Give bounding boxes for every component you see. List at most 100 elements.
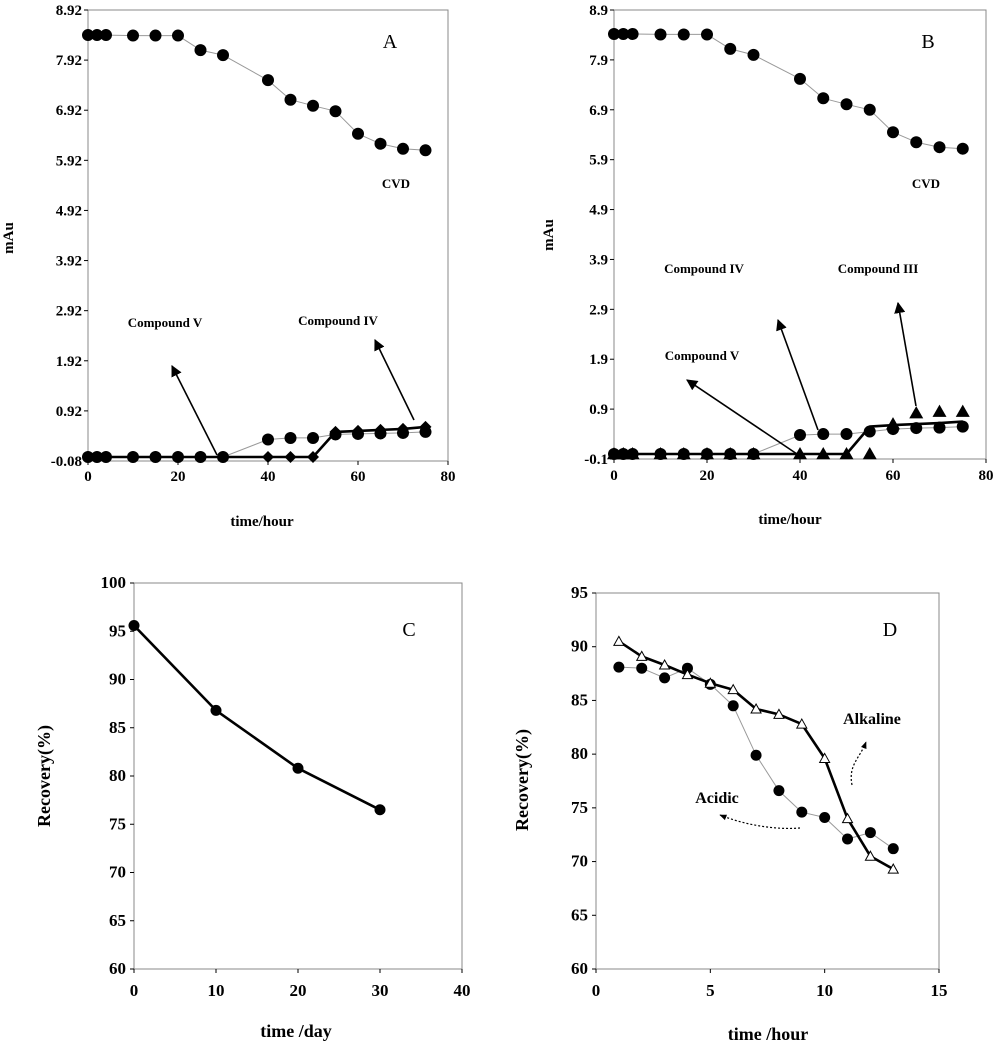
panel-a-point-cvd	[172, 29, 184, 42]
panel-b-line-cvd	[614, 33, 963, 150]
panel-a-label: A	[383, 31, 398, 53]
panel-d-point-alkaline	[704, 677, 717, 688]
panel-b-point-compound-iii	[816, 447, 831, 460]
panel-c-y-tick-label: 70	[109, 863, 126, 882]
panel-b-annotation-compound-iii: Compound III	[838, 261, 919, 276]
panel-d-x-axis: 0 5 10 15	[592, 969, 948, 1000]
panel-d-y-tick-label: 85	[571, 690, 588, 709]
panel-a-x-tick-label: 20	[171, 469, 186, 485]
panel-c-point-series	[210, 704, 222, 716]
panel-a-point-compound-v	[149, 450, 162, 463]
panel-a-point-compound-v	[100, 450, 112, 463]
panel-d-point-acidic	[659, 672, 671, 684]
panel-b-point-cvd	[910, 136, 923, 149]
panel-b-y-tick-label: 1.9	[589, 352, 608, 368]
panel-d-series	[613, 635, 900, 874]
panel-d-annotation-acidic: Acidic	[695, 790, 739, 807]
panel-a-point-cvd	[194, 44, 207, 57]
panel-a-line-cvd	[88, 34, 426, 151]
panel-a-point-cvd	[329, 105, 342, 118]
panel-d-arrow-alkaline	[850, 741, 867, 786]
panel-b-point-cvd	[933, 141, 946, 154]
panel-b-point-compound-iii	[932, 404, 947, 417]
panel-a-line-compound-v	[88, 425, 426, 459]
panel-c-label: C	[402, 619, 415, 641]
panel-b-point-cvd	[840, 98, 853, 111]
panel-d-y-tick-label: 95	[571, 583, 588, 602]
panel-b-y-tick-label: 7.9	[589, 53, 608, 69]
panel-a-y-tick-label: 4.92	[56, 203, 82, 219]
panel-d-label: D	[883, 619, 897, 641]
panel-c-y-axis-label: Recovery(%)	[34, 725, 55, 827]
panel-d-y-tick-label: 70	[571, 852, 588, 871]
panel-a-point-compound-v	[127, 450, 139, 463]
panel-b-point-compound-iii	[862, 447, 877, 460]
panel-d-y-tick-label: 60	[571, 959, 588, 978]
panel-c-y-tick-label: 80	[109, 766, 126, 785]
panel-b-arrow-compound-v	[686, 379, 798, 455]
panel-b-point-cvd	[654, 28, 667, 41]
panel-a-y-tick-label: 0.92	[56, 404, 82, 420]
panel-c-y-tick-label: 85	[109, 718, 126, 737]
panel-a-point-compound-v	[82, 450, 94, 463]
panel-b-point-compound-iii	[955, 404, 970, 417]
panel-d-point-alkaline	[841, 812, 854, 824]
panel-d-plot-frame	[595, 592, 940, 970]
panel-c-point-series	[128, 619, 140, 631]
panel-c-y-tick-label: 95	[109, 621, 126, 640]
panel-b-x-axis: 0 20 40 60 80	[610, 459, 994, 484]
panel-b-point-compound-iii	[909, 406, 924, 419]
panel-b-x-axis-label: time/hour	[758, 512, 822, 528]
panel-a-x-axis: 0 20 40 60 80	[84, 461, 456, 485]
panel-d-point-acidic	[750, 749, 762, 761]
panel-a-point-compound-v	[217, 450, 229, 463]
panel-d-x-tick-label: 15	[931, 981, 948, 1000]
panel-d-x-tick-label: 0	[592, 981, 601, 1000]
panel-b-y-tick-label: 8.9	[589, 3, 608, 19]
panel-a-point-cvd	[374, 137, 387, 150]
panel-a-point-cvd	[149, 29, 162, 42]
panel-d-point-alkaline	[613, 635, 625, 646]
panel-a-x-tick-label: 60	[351, 469, 366, 485]
panel-a-point-cvd	[352, 127, 364, 140]
panel-a-annotation-compound-v: Compound V	[128, 315, 203, 330]
panel-a-point-cvd	[91, 29, 103, 42]
panel-b-point-compound-iii	[723, 447, 738, 460]
panel-b-point-compound-iv	[840, 428, 853, 441]
panel-d-point-alkaline	[864, 850, 877, 861]
panel-b-y-tick-label: 4.9	[589, 203, 608, 219]
panel-d-y-tick-label: 90	[571, 637, 588, 656]
panel-a-annotation-compound-iv: Compound IV	[298, 313, 378, 328]
panel-a-y-tick-label: 5.92	[56, 153, 82, 169]
panel-a-y-tick-label: 3.92	[56, 254, 82, 270]
panel-d-x-axis-label: time /hour	[728, 1024, 809, 1044]
panel-b-x-tick-label: 20	[700, 468, 715, 484]
panel-c-y-tick-label: 65	[109, 911, 126, 930]
panel-b-point-cvd	[887, 126, 899, 139]
panel-b-y-tick-label: 5.9	[589, 153, 608, 169]
panel-d-y-tick-label: 80	[571, 744, 588, 763]
panel-a-series	[82, 29, 432, 463]
panel-b-label: B	[921, 31, 934, 53]
panel-b-point-compound-iii	[746, 447, 761, 460]
panel-a-x-tick-label: 80	[441, 469, 456, 485]
panel-d-point-alkaline	[727, 683, 740, 695]
panel-b-x-tick-label: 60	[886, 468, 901, 484]
panel-a-point-compound-v	[374, 423, 387, 436]
panel-b-point-cvd	[817, 92, 830, 105]
panel-c-x-tick-label: 30	[372, 981, 389, 1000]
panel-d-chart: 60 65 70 75 80 85 90 95 0 5 10 15 time /hour Recov…	[512, 583, 948, 1044]
panel-b-point-cvd	[724, 42, 737, 55]
panel-a-point-cvd	[262, 74, 274, 87]
panel-a-annotation-cvd: CVD	[382, 176, 410, 191]
panel-b-point-cvd	[747, 48, 760, 61]
panel-b-y-axis: -0.1 0.9 1.9 2.9 3.9 4.9 5.9 6.9 7.9 8.9	[584, 3, 614, 468]
panel-b-series	[607, 27, 970, 461]
panel-d-x-tick-label: 10	[816, 981, 833, 1000]
panel-d-point-alkaline	[818, 752, 831, 763]
panel-d-point-alkaline	[887, 863, 900, 874]
panel-d-x-tick-label: 5	[706, 981, 715, 1000]
panel-a-point-compound-v	[262, 450, 274, 463]
